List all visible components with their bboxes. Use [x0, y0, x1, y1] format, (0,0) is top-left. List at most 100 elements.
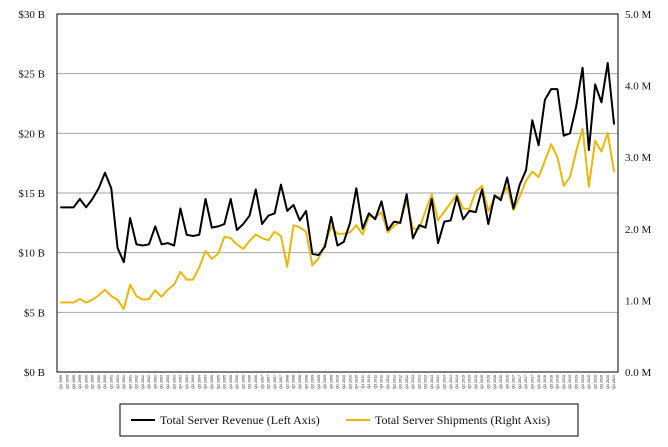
- right-tick-label: 0.0 M: [625, 367, 652, 379]
- x-tick-label: Q2 2012: [392, 375, 396, 389]
- x-tick-label: Q3 2014: [449, 375, 453, 389]
- x-tick-label: Q3 2013: [424, 375, 428, 389]
- x-tick-label: Q1 2015: [461, 375, 465, 389]
- x-tick-label: Q4 2001: [128, 375, 132, 389]
- x-tick-label: Q4 2000: [103, 375, 107, 389]
- right-tick-label: 1.0 M: [625, 295, 652, 307]
- x-tick-label: Q1 2018: [537, 375, 541, 389]
- x-tick-label: Q2 2017: [518, 375, 522, 389]
- x-tick-label: Q3 2001: [122, 375, 126, 389]
- left-tick-label: $25 B: [18, 69, 45, 81]
- x-tick-label: Q2 2016: [493, 375, 497, 389]
- x-tick-label: Q3 2008: [298, 375, 302, 389]
- left-tick-label: $10 B: [18, 248, 45, 260]
- left-tick-label: $30 B: [18, 9, 45, 21]
- x-tick-label: Q2 2015: [468, 375, 472, 389]
- x-tick-label: Q2 2014: [443, 375, 447, 389]
- left-tick-label: $0 B: [24, 367, 45, 379]
- x-tick-label: Q3 2000: [97, 375, 101, 389]
- right-tick-label: 5.0 M: [625, 9, 652, 21]
- x-tick-label: Q1 2020: [587, 375, 591, 389]
- x-tick-label: Q1 2003: [160, 375, 164, 389]
- x-tick-label: Q1 2021: [612, 375, 616, 389]
- x-tick-label: Q3 2018: [549, 375, 553, 389]
- x-tick-label: Q4 2010: [355, 375, 359, 389]
- right-axis-tick-labels: 0.0 M 1.0 M 2.0 M 3.0 M 4.0 M 5.0 M: [625, 9, 652, 379]
- x-tick-label: Q4 2011: [380, 375, 384, 389]
- x-tick-label: Q4 2002: [153, 375, 157, 389]
- x-tick-label: Q3 2004: [197, 375, 201, 389]
- x-tick-label: Q2 2006: [241, 375, 245, 389]
- x-tick-label: Q1 2002: [135, 375, 139, 389]
- legend-shipments-label: Total Server Shipments (Right Axis): [375, 413, 550, 427]
- x-tick-label: Q2 2020: [593, 375, 597, 389]
- x-tick-label: Q4 2005: [229, 375, 233, 389]
- x-tick-label: Q2 2007: [267, 375, 271, 389]
- x-tick-label: Q4 1999: [78, 375, 82, 389]
- x-tick-label: Q1 2010: [336, 375, 340, 389]
- x-tick-label: Q3 2011: [373, 375, 377, 389]
- x-tick-label: Q4 2004: [204, 375, 208, 389]
- x-tick-label: Q3 2020: [600, 375, 604, 389]
- x-tick-label: Q1 2007: [260, 375, 264, 389]
- x-tick-label: Q1 2016: [487, 375, 491, 389]
- x-tick-label: Q1 2019: [562, 375, 566, 389]
- x-tick-label: Q4 2015: [480, 375, 484, 389]
- series-lines: [60, 61, 615, 310]
- x-tick-label: Q3 2006: [248, 375, 252, 389]
- server-shipments-line: [60, 127, 615, 310]
- x-tick-label: Q4 2018: [556, 375, 560, 389]
- x-tick-label: Q2 2018: [543, 375, 547, 389]
- x-tick-label: Q3 2015: [474, 375, 478, 389]
- x-tick-label: Q4 2007: [279, 375, 283, 389]
- x-tick-label: Q1 2004: [185, 375, 189, 389]
- x-tick-label: Q1 2009: [311, 375, 315, 389]
- x-tick-label: Q2 2004: [191, 375, 195, 389]
- x-tick-label: Q4 2006: [254, 375, 258, 389]
- left-axis-tick-labels: $0 B $5 B $10 B $15 B $20 B $25 B $30 B: [18, 9, 45, 379]
- x-tick-label: Q3 2019: [574, 375, 578, 389]
- x-tick-label: Q4 2014: [455, 375, 459, 389]
- left-tick-label: $20 B: [18, 128, 45, 140]
- plot-area-frame: [56, 13, 619, 373]
- server-revenue-line: [60, 61, 615, 264]
- x-tick-label: Q3 2005: [223, 375, 227, 389]
- x-tick-label: Q4 2012: [405, 375, 409, 389]
- x-tick-label: Q1 1999: [59, 375, 63, 389]
- x-tick-label: Q1 2008: [285, 375, 289, 389]
- x-tick-label: Q2 2001: [116, 375, 120, 389]
- x-tick-label: Q1 2006: [235, 375, 239, 389]
- x-tick-label: Q2 2005: [216, 375, 220, 389]
- legend-revenue-label: Total Server Revenue (Left Axis): [160, 413, 320, 427]
- x-tick-label: Q4 2016: [505, 375, 509, 389]
- x-tick-label: Q4 2019: [581, 375, 585, 389]
- x-tick-label: Q3 2016: [499, 375, 503, 389]
- left-tick-label: $15 B: [18, 188, 45, 200]
- x-tick-label: Q3 1999: [72, 375, 76, 389]
- x-tick-label: Q1 2014: [436, 375, 440, 389]
- x-tick-label: Q4 2017: [531, 375, 535, 389]
- x-tick-label: Q1 2005: [210, 375, 214, 389]
- x-tick-label: Q1 2000: [84, 375, 88, 389]
- x-tick-label: Q1 2017: [512, 375, 516, 389]
- x-tick-label: Q3 2012: [399, 375, 403, 389]
- legend: Total Server Revenue (Left Axis) Total Se…: [119, 403, 579, 437]
- x-tick-label: Q3 2007: [273, 375, 277, 389]
- x-tick-label: Q2 2010: [342, 375, 346, 389]
- x-tick-label: Q4 2013: [430, 375, 434, 389]
- x-tick-label: Q4 2003: [179, 375, 183, 389]
- x-tick-label: Q4 2020: [606, 375, 610, 389]
- x-tick-label: Q3 2017: [524, 375, 528, 389]
- x-tick-label: Q1 2012: [386, 375, 390, 389]
- x-tick-label: Q2 2000: [91, 375, 95, 389]
- x-tick-label: Q3 2002: [147, 375, 151, 389]
- x-tick-label: Q4 2008: [304, 375, 308, 389]
- right-tick-label: 3.0 M: [625, 152, 652, 164]
- x-tick-label: Q2 2019: [568, 375, 572, 389]
- x-tick-label: Q2 2009: [317, 375, 321, 389]
- x-tick-label: Q2 2003: [166, 375, 170, 389]
- x-tick-label: Q4 2009: [329, 375, 333, 389]
- left-tick-label: $5 B: [24, 307, 45, 319]
